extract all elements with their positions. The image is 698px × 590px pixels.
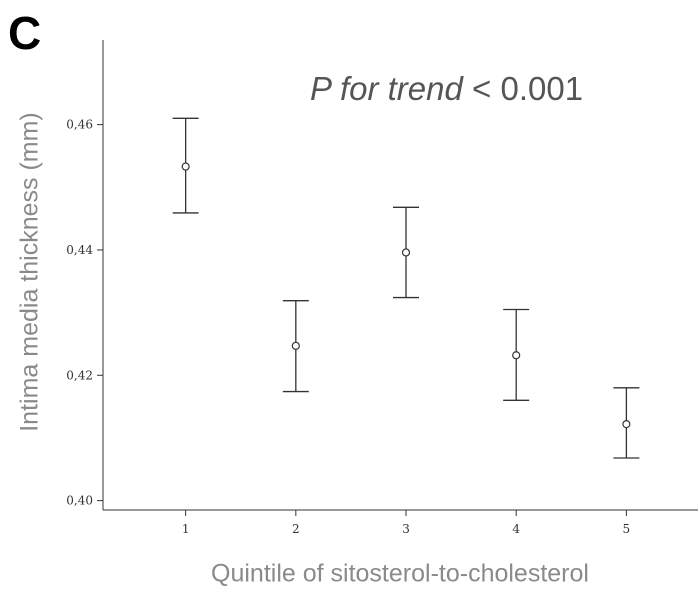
x-tick-label: 2: [292, 522, 300, 536]
x-tick-label: 3: [402, 522, 410, 536]
trend-annotation: P for trend < 0.001: [310, 70, 583, 108]
data-point: [401, 248, 411, 257]
x-tick-label: 5: [623, 522, 631, 536]
y-tick-label: 0,44: [66, 243, 93, 257]
data-point: [622, 420, 631, 429]
data-point: [512, 351, 521, 360]
y-tick-label: 0,42: [66, 368, 93, 382]
y-tick-label: 0,46: [66, 118, 93, 132]
x-tick-label: 4: [512, 522, 520, 536]
x-tick-label: 1: [182, 522, 190, 536]
trend-annotation-italic: P for trend: [310, 70, 463, 107]
data-point: [291, 341, 300, 350]
panel-label: C: [8, 7, 42, 59]
trend-annotation-value: < 0.001: [462, 70, 584, 107]
y-tick-label: 0,40: [66, 494, 93, 508]
x-axis-label: Quintile of sitosterol-to-cholesterol: [211, 559, 589, 588]
data-point: [181, 162, 190, 171]
